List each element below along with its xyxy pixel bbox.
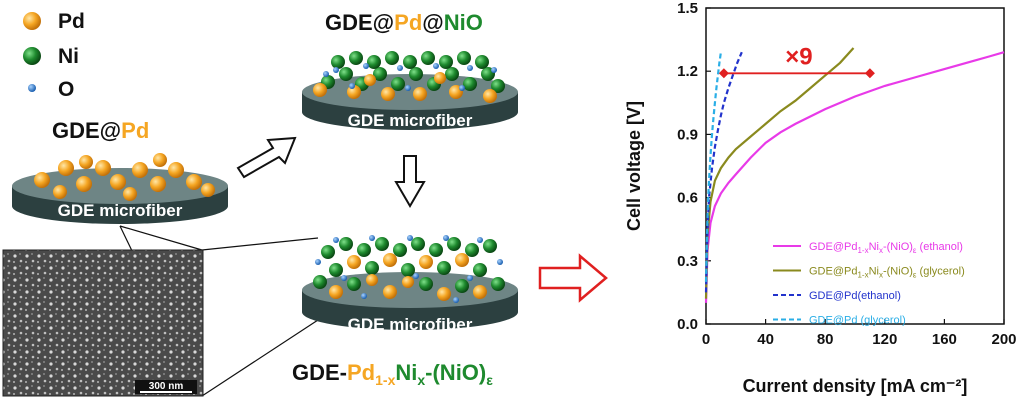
x-axis-title: Current density [mA cm⁻²] <box>743 376 968 396</box>
stage1-disk-label: GDE microfiber <box>58 201 183 220</box>
scale-bar-box <box>135 380 197 394</box>
series-line-2 <box>704 47 855 299</box>
arrow-icon <box>394 155 426 208</box>
legend-label: GDE@Pd1-xNix-(NiO)ε (glycerol) <box>809 266 965 280</box>
x-tick-label: 120 <box>872 331 897 348</box>
legend-label: GDE@Pd(ethanol) <box>809 290 901 302</box>
plot-frame <box>705 7 1005 325</box>
legend-item-o: O <box>28 78 74 101</box>
x-tick-label: 0 <box>702 331 710 348</box>
stage3-title: GDE-Pd1-xNix-(NiO)ε <box>292 360 493 388</box>
connector-line <box>201 319 319 397</box>
series-line-1 <box>704 51 1005 303</box>
stage3-disk-label: GDE microfiber <box>348 315 473 334</box>
sem-image: 300 nm <box>2 249 204 397</box>
pd-sphere-icon <box>23 12 41 30</box>
series-layer <box>704 47 1005 303</box>
x-tick-label: 80 <box>817 331 834 348</box>
y-axis-title: Cell voltage [V] <box>624 101 644 231</box>
legend-label-o: O <box>58 78 74 101</box>
chart-legend: GDE@Pd1-xNix-(NiO)ε (ethanol) GDE@Pd1-xNi… <box>773 241 965 327</box>
legend-item-pd: Pd <box>23 10 85 33</box>
connector-line <box>201 237 319 251</box>
stage2-particles <box>313 51 505 103</box>
series-line-4 <box>704 52 722 282</box>
stage3-particles <box>313 235 505 303</box>
x-tick-label: 200 <box>991 331 1016 348</box>
o-sphere-icon <box>28 84 36 92</box>
scale-bar-label: 300 nm <box>149 381 184 392</box>
x-tick-label: 160 <box>932 331 957 348</box>
y-tick-label: 1.2 <box>677 63 698 80</box>
ni-sphere-icon <box>23 47 41 65</box>
y-tick-label: 0.6 <box>677 190 698 207</box>
stage1-pd-particles <box>34 153 215 201</box>
element-legend: Pd Ni O <box>23 10 85 101</box>
legend-item-ni: Ni <box>23 45 79 68</box>
annotation-layer: ×9 <box>718 43 875 79</box>
legend-label: GDE@Pd1-xNix-(NiO)ε (ethanol) <box>809 241 963 255</box>
arrow-icon <box>236 136 297 179</box>
annotation-label: ×9 <box>785 43 812 70</box>
y-tick-label: 0.9 <box>677 126 698 143</box>
y-tick-label: 1.5 <box>677 0 698 17</box>
stage2-disk-label: GDE microfiber <box>348 111 473 130</box>
series-line-3 <box>704 51 743 293</box>
tick-layer: 0 40 80 120 160 200 0.0 0.3 0.6 0.9 1.2 1.5 <box>677 0 1016 348</box>
chart: 0 40 80 120 160 200 0.0 0.3 0.6 0.9 1.2 1.5 ×9 Curr… <box>624 0 1017 396</box>
y-tick-label: 0.3 <box>677 253 698 270</box>
legend-label-ni: Ni <box>58 45 79 68</box>
annotation-marker <box>718 68 729 79</box>
legend-label: GDE@Pd (glycerol) <box>809 315 906 327</box>
stage2-disk: GDE microfiber <box>302 51 518 130</box>
x-tick-label: 40 <box>757 331 774 348</box>
arrow-icon <box>538 253 608 303</box>
stage1-disk: GDE microfiber <box>12 153 228 224</box>
stage3-disk: GDE microfiber <box>302 235 518 334</box>
connector-line <box>119 225 203 251</box>
legend-label-pd: Pd <box>58 10 85 33</box>
y-tick-label: 0.0 <box>677 316 698 333</box>
annotation-marker <box>864 68 875 79</box>
stage2-title: GDE@Pd@NiO <box>325 10 483 35</box>
stage1-title: GDE@Pd <box>52 118 149 143</box>
